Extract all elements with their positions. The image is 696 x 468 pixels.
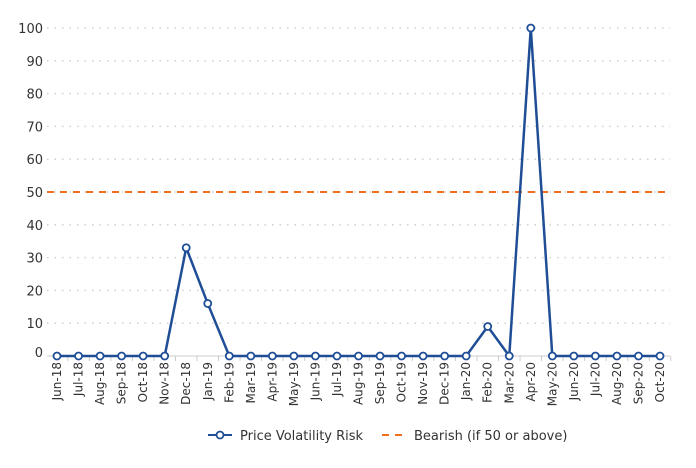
data-point — [418, 351, 428, 361]
y-tick-label: 0 — [35, 346, 43, 361]
x-tick-label: Jan-20 — [459, 362, 473, 401]
x-tick-label: Jun-18 — [50, 362, 64, 401]
x-tick-label: Dec-19 — [438, 362, 452, 405]
x-tick-label: Dec-18 — [179, 362, 193, 405]
data-point — [332, 351, 342, 361]
data-point — [655, 351, 665, 361]
x-tick-label: May-19 — [287, 362, 301, 406]
x-tick-label: Jul-19 — [330, 362, 344, 397]
x-tick-label: Mar-20 — [502, 362, 516, 403]
data-point — [311, 351, 320, 361]
y-tick-label: 100 — [18, 22, 43, 37]
x-tick-label: Oct-19 — [395, 362, 409, 402]
data-point — [375, 351, 385, 361]
x-tick-label: Jan-19 — [201, 362, 215, 401]
y-tick-label: 80 — [26, 88, 43, 103]
data-point — [483, 322, 493, 331]
data-point — [590, 351, 600, 361]
legend: Price Volatility Risk Bearish (if 50 or a… — [208, 429, 567, 444]
legend-label: Bearish (if 50 or above) — [414, 429, 567, 444]
data-point — [160, 351, 170, 361]
x-tick-label: Feb-19 — [222, 362, 236, 403]
x-tick-label: Sep-20 — [631, 362, 645, 404]
data-point — [117, 351, 127, 361]
data-point — [634, 351, 643, 361]
data-point — [504, 351, 514, 361]
x-tick-label: Apr-20 — [524, 362, 538, 402]
data-point — [526, 23, 536, 33]
legend-marker-icon — [215, 430, 225, 440]
x-tick-label: Oct-20 — [653, 362, 667, 402]
x-tick-label: Nov-18 — [158, 362, 172, 405]
data-point — [569, 351, 579, 361]
data-point — [547, 351, 557, 361]
y-tick-label: 60 — [26, 153, 43, 168]
y-tick-label: 50 — [26, 186, 43, 201]
x-tick-label: May-20 — [545, 362, 559, 406]
y-tick-label: 70 — [26, 120, 43, 135]
x-tick-label: Jun-19 — [308, 362, 322, 401]
data-point — [397, 351, 406, 361]
data-point — [246, 351, 256, 361]
x-tick-label: Oct-18 — [136, 362, 150, 402]
y-tick-label: 90 — [26, 55, 43, 70]
y-tick-label: 40 — [26, 219, 43, 234]
y-tick-label: 30 — [26, 252, 43, 267]
x-tick-label: Apr-19 — [265, 362, 279, 402]
data-point — [52, 351, 62, 361]
data-point — [95, 351, 105, 361]
data-point — [224, 351, 234, 361]
data-point — [203, 299, 213, 308]
y-tick-label: 20 — [26, 284, 43, 299]
data-point — [267, 351, 277, 361]
x-tick-label: Mar-19 — [244, 362, 258, 403]
data-point — [440, 351, 450, 361]
x-tick-label: Aug-18 — [93, 362, 107, 405]
x-tick-label: Jun-20 — [567, 362, 581, 401]
data-point — [612, 351, 622, 361]
x-tick-label: Aug-19 — [352, 362, 366, 405]
data-point — [461, 351, 471, 361]
x-tick-label: Sep-19 — [373, 362, 387, 404]
data-point — [354, 351, 363, 361]
data-point — [181, 243, 191, 253]
legend-label: Price Volatility Risk — [240, 429, 364, 444]
x-tick-label: Sep-18 — [115, 362, 129, 404]
x-tick-label: Jul-18 — [72, 362, 86, 397]
x-tick-label: Nov-19 — [416, 362, 430, 405]
data-point — [74, 351, 83, 361]
x-tick-label: Aug-20 — [610, 362, 624, 405]
data-point — [289, 351, 299, 361]
x-tick-label: Jul-20 — [588, 362, 602, 397]
data-point — [138, 351, 148, 361]
y-tick-label: 10 — [26, 317, 43, 332]
x-tick-label: Feb-20 — [481, 362, 495, 403]
